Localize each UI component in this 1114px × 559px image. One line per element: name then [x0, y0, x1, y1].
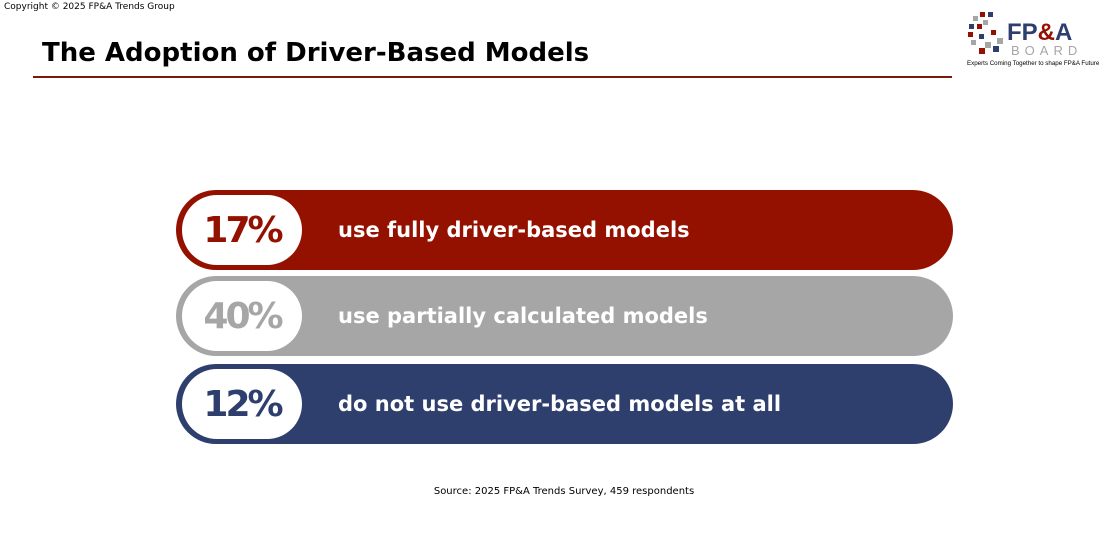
copyright-text: Copyright © 2025 FP&A Trends Group: [4, 2, 175, 12]
title-divider: [33, 76, 952, 78]
svg-text:Experts Coming Together to sha: Experts Coming Together to shape FP&A Fu…: [967, 60, 1100, 67]
stat-pill-not-used: 12% do not use driver-based models at al…: [176, 364, 953, 444]
page-title: The Adoption of Driver-Based Models: [42, 38, 590, 68]
stat-value: 17%: [182, 195, 302, 265]
stat-value: 12%: [182, 369, 302, 439]
stat-label: use fully driver-based models: [338, 218, 690, 242]
stat-pill-partially-calculated: 40% use partially calculated models: [176, 276, 953, 356]
source-note: Source: 2025 FP&A Trends Survey, 459 res…: [433, 486, 695, 497]
svg-text:BOARD: BOARD: [1011, 43, 1082, 58]
stat-pill-fully-driver-based: 17% use fully driver-based models: [176, 190, 953, 270]
stat-label: use partially calculated models: [338, 304, 708, 328]
svg-text:FP&A: FP&A: [1007, 19, 1072, 46]
stat-value: 40%: [182, 281, 302, 351]
fpa-board-logo: FP&A BOARD Experts Coming Together to sh…: [967, 12, 1100, 67]
stat-label: do not use driver-based models at all: [338, 392, 782, 416]
